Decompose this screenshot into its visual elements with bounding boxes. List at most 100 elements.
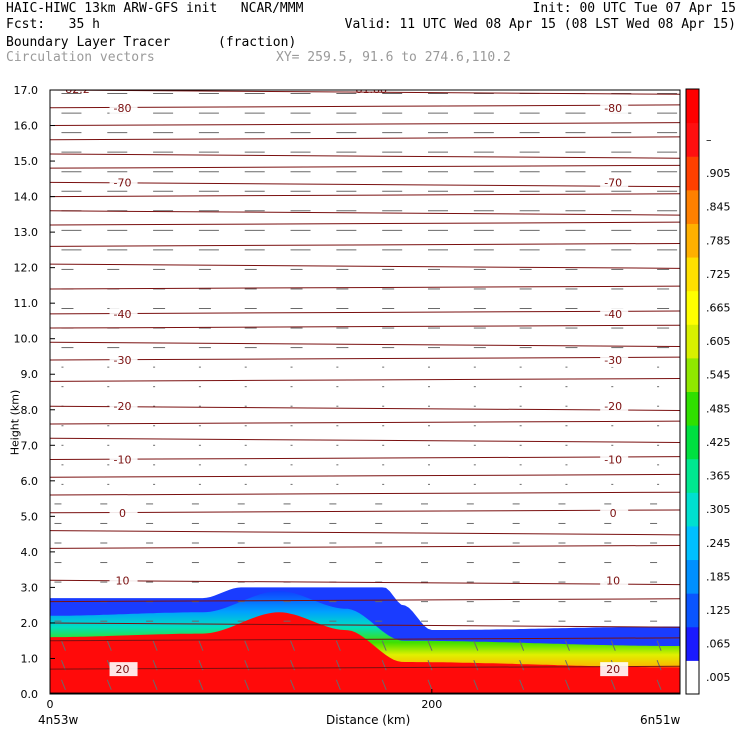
colorbar-swatch <box>686 425 699 460</box>
isotherm-label-bg <box>600 505 629 520</box>
y-tick-label: 4.0 <box>21 546 39 559</box>
isotherm-contour <box>50 544 680 549</box>
forecast-hour: Fcst: 35 h <box>6 17 100 32</box>
isotherm-contour <box>50 665 680 670</box>
colorbar-label: .185 <box>706 570 731 583</box>
y-tick-label: 16.0 <box>14 120 39 133</box>
y-tick-label: 9.0 <box>21 368 39 381</box>
wind-vector <box>381 640 387 651</box>
field-name: Boundary Layer Tracer <box>6 35 171 50</box>
colorbar-label: .365 <box>706 470 731 483</box>
isotherm-label-bg <box>600 662 629 677</box>
y-tick-label: 14.0 <box>14 191 39 204</box>
isotherm-contour <box>50 210 680 216</box>
colorbar-label: .305 <box>706 503 731 516</box>
isotherm-label-bg <box>109 353 138 368</box>
colorbar-label: .845 <box>706 201 731 214</box>
wind-vector <box>106 640 112 651</box>
isotherm-label-left: 0 <box>119 507 126 520</box>
isotherm-label-bg <box>600 100 629 115</box>
isotherm-label-bg <box>600 306 629 321</box>
isotherm-label-bg <box>109 662 138 677</box>
wind-vector <box>152 640 158 651</box>
isotherm-label-right: 0 <box>610 507 617 520</box>
isotherm-label-bg <box>109 175 138 190</box>
isotherm-contour <box>50 405 680 411</box>
colorbar-swatch <box>686 324 699 359</box>
isotherm-contour <box>50 637 680 642</box>
x-right-endpoint: 6n51w <box>640 713 681 727</box>
colorbar-label: .125 <box>706 604 731 617</box>
wind-vector <box>244 640 250 651</box>
isotherm-contour <box>50 509 680 514</box>
colorbar-label: .425 <box>706 436 731 449</box>
isotherm-label-left: 10 <box>116 574 130 587</box>
wind-vector <box>519 660 525 671</box>
isotherm-contour <box>50 221 680 226</box>
wind-vector <box>427 640 433 651</box>
wind-vector <box>198 640 204 651</box>
wind-vector <box>656 640 662 651</box>
colorbar-swatch <box>686 559 699 594</box>
model-title: HAIC-HIWC 13km ARW-GFS init NCAR/MMM <box>6 1 304 16</box>
isotherm-label-right: -20 <box>604 400 622 413</box>
isotherm-contour <box>50 104 680 109</box>
init-time: Init: 00 UTC Tue 07 Apr 15 <box>532 1 737 16</box>
colorbar-label: .605 <box>706 335 731 348</box>
wind-vector <box>427 660 433 671</box>
colorbar-swatch <box>686 525 699 561</box>
isotherm-contour <box>50 164 680 169</box>
colorbar-swatch <box>686 257 699 292</box>
wind-vector <box>335 640 341 651</box>
colorbar-frame <box>685 88 700 695</box>
wind-vector <box>564 660 570 671</box>
wind-vector <box>290 660 296 671</box>
y-tick-label: 17.0 <box>14 84 39 97</box>
wind-vector <box>106 679 112 690</box>
isotherm-contour <box>50 136 680 141</box>
terrain-baseline <box>50 692 680 694</box>
isotherm-label-bg <box>109 306 138 321</box>
colorbar-swatch <box>686 593 699 628</box>
isotherm-label-bg <box>109 452 138 467</box>
wind-vector <box>610 679 616 690</box>
wind-vector <box>381 660 387 671</box>
isotherm-contour <box>50 598 680 603</box>
isotherm-label-bg <box>109 573 138 588</box>
wind-vector <box>656 679 662 690</box>
colorbar-swatch <box>686 357 699 392</box>
isotherm-contour <box>50 579 680 586</box>
isotherm-contour <box>50 456 680 461</box>
wind-vector <box>152 679 158 690</box>
isotherm-label-left: -10 <box>114 454 132 467</box>
isotherm-label-bg <box>600 175 629 190</box>
y-tick-label: 10.0 <box>14 333 39 346</box>
isotherm-label-left: -40 <box>114 308 132 321</box>
wind-vector <box>60 679 66 690</box>
isotherm-label-left: -20 <box>114 400 132 413</box>
isotherm-contour <box>50 437 680 443</box>
isotherm-contour <box>50 90 680 95</box>
colorbar-label: .005 <box>706 671 731 684</box>
isotherm-label-right: -10 <box>604 454 622 467</box>
x-left-endpoint: 4n53w <box>38 713 79 727</box>
colorbar-swatch <box>686 492 699 527</box>
colorbar-label: .785 <box>706 234 731 247</box>
y-tick-label: 15.0 <box>14 155 39 168</box>
isotherm-label-bg <box>109 100 138 115</box>
colorbar-label: .245 <box>706 537 731 550</box>
colorbar-label: .485 <box>706 402 731 415</box>
isotherm-contour <box>50 420 680 425</box>
wind-vector <box>244 679 250 690</box>
wind-vector <box>473 640 479 651</box>
colorbar-label: .545 <box>706 369 731 382</box>
isotherm-contour <box>50 310 680 315</box>
colorbar-swatch <box>686 189 699 224</box>
colorbar-swatch <box>686 122 699 157</box>
isotherm-label-bg <box>600 399 629 414</box>
wind-vector <box>519 640 525 651</box>
wind-vector <box>290 640 296 651</box>
isotherm-contour <box>50 324 680 329</box>
isotherm-label-bg <box>600 452 629 467</box>
cross-section-endpoints: XY= 259.5, 91.6 to 274.6,110.2 <box>276 50 511 65</box>
